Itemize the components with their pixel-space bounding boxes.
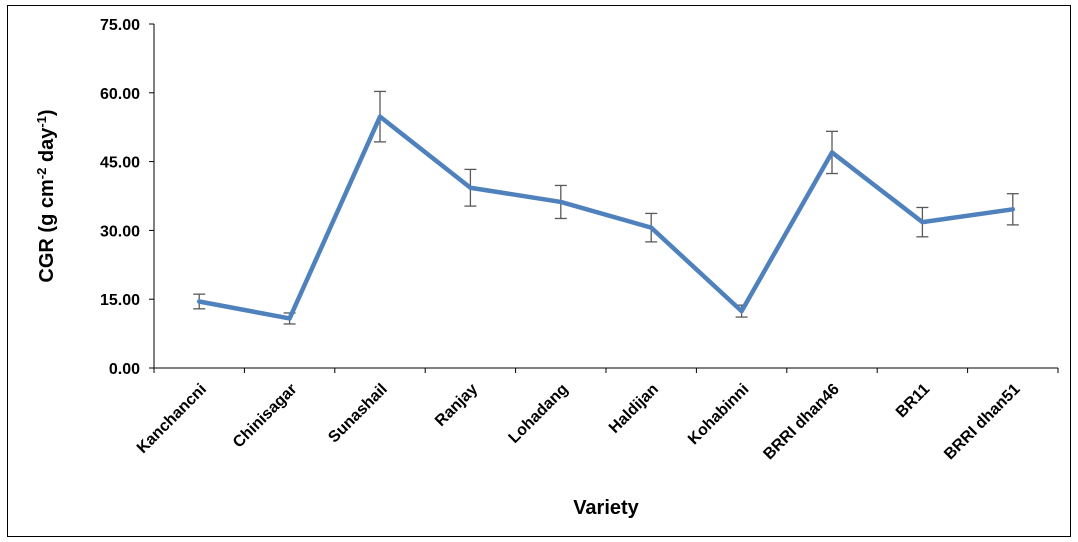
- data-point: [197, 299, 202, 304]
- x-tick-label: BRRI dhan46: [760, 381, 842, 463]
- data-point: [468, 185, 473, 190]
- data-point: [287, 316, 292, 321]
- series-layer: [196, 114, 1016, 321]
- x-axis-title: Variety: [573, 497, 639, 519]
- x-tick-label: Sunashail: [325, 381, 390, 446]
- x-tick-label: BRRI dhan51: [941, 381, 1023, 463]
- y-tick-label: 75.00: [100, 17, 140, 34]
- data-point: [920, 220, 925, 225]
- y-axis-title-mid: day: [36, 127, 58, 168]
- chart-frame: 0.00 15.00 30.00 45.00 60.00 75.00 Kanchancni…: [7, 5, 1071, 537]
- y-tick-label: 30.00: [100, 223, 140, 240]
- y-axis-title-sup1: -2: [34, 168, 49, 180]
- error-bars: [193, 90, 1019, 325]
- series-line: [196, 114, 1016, 321]
- data-point: [378, 114, 382, 119]
- x-tick-label: Lohadang: [506, 381, 572, 447]
- data-point: [649, 225, 654, 230]
- cgr-line-chart: 0.00 15.00 30.00 45.00 60.00 75.00 Kanchancni…: [34, 17, 1059, 519]
- x-axis-ticks: Kanchancni Chinisagar Sunashail Ranjay Lohad…: [134, 368, 1059, 463]
- y-axis-title: CGR (g cm-2 day-1): [34, 109, 59, 282]
- y-axis-title-end: ): [36, 109, 58, 116]
- x-tick-label: Kohabinni: [685, 381, 752, 448]
- data-point: [830, 150, 834, 155]
- x-tick-label: Ranjay: [432, 381, 481, 430]
- y-tick-label: 0.00: [109, 361, 140, 378]
- y-tick-label: 15.00: [100, 292, 140, 309]
- y-axis-ticks: 0.00 15.00 30.00 45.00 60.00 75.00: [100, 17, 154, 378]
- y-tick-label: 45.00: [100, 155, 140, 172]
- y-axis-title-sup2: -1: [34, 116, 49, 128]
- data-point: [739, 309, 744, 314]
- x-tick-label: Chinisagar: [230, 381, 300, 451]
- x-tick-label: Kanchancni: [134, 381, 210, 457]
- x-tick-label: Haldijan: [606, 381, 662, 437]
- x-tick-label: BR11: [893, 381, 933, 421]
- data-point: [558, 199, 563, 204]
- y-axis-title-main: CGR (g cm: [36, 179, 58, 282]
- y-tick-label: 60.00: [100, 86, 140, 103]
- data-point: [1010, 207, 1015, 212]
